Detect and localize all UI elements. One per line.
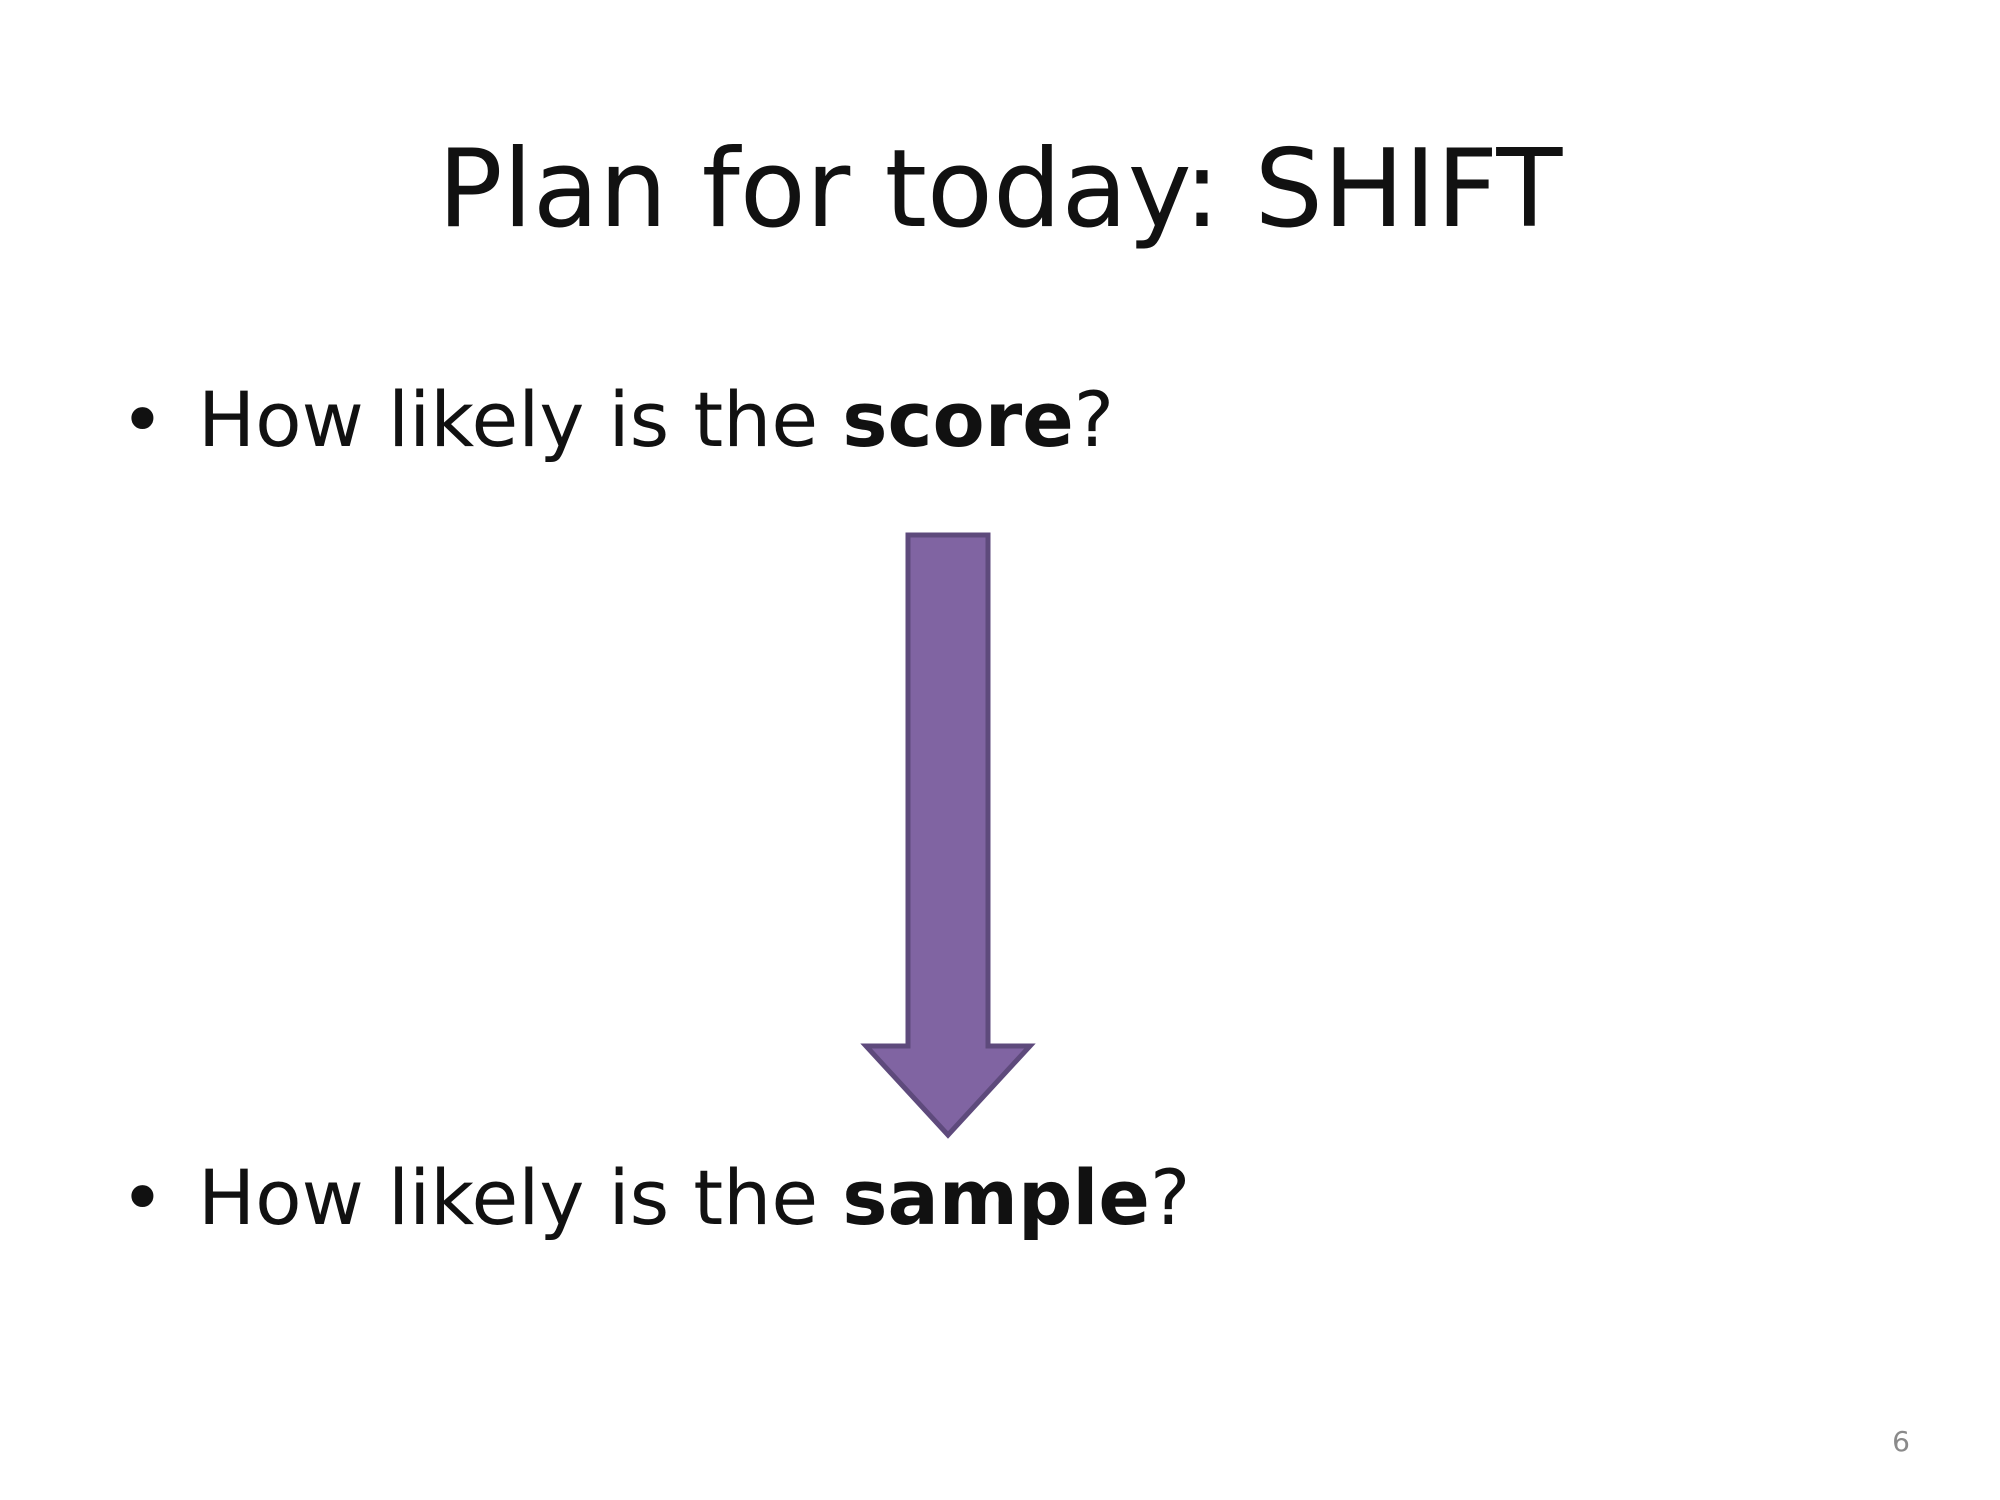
bullet-item-score: • How likely is the score? xyxy=(120,372,1114,468)
bullet-marker: • xyxy=(120,1153,165,1242)
bullet-emphasis: score xyxy=(842,375,1074,464)
bullet-text-suffix: ? xyxy=(1073,375,1115,464)
bullet-text-suffix: ? xyxy=(1149,1153,1191,1242)
bullet-item-sample: • How likely is the sample? xyxy=(120,1150,1190,1246)
down-arrow-icon xyxy=(860,532,1036,1139)
bullet-emphasis: sample xyxy=(842,1153,1150,1242)
page-number: 6 xyxy=(1892,1425,1910,1458)
bullet-marker: • xyxy=(120,375,165,464)
bullet-text-prefix: How likely is the xyxy=(198,375,843,464)
slide-title: Plan for today: SHIFT xyxy=(437,127,1563,252)
down-arrow-shape xyxy=(860,532,1036,1139)
bullet-text-prefix: How likely is the xyxy=(198,1153,843,1242)
